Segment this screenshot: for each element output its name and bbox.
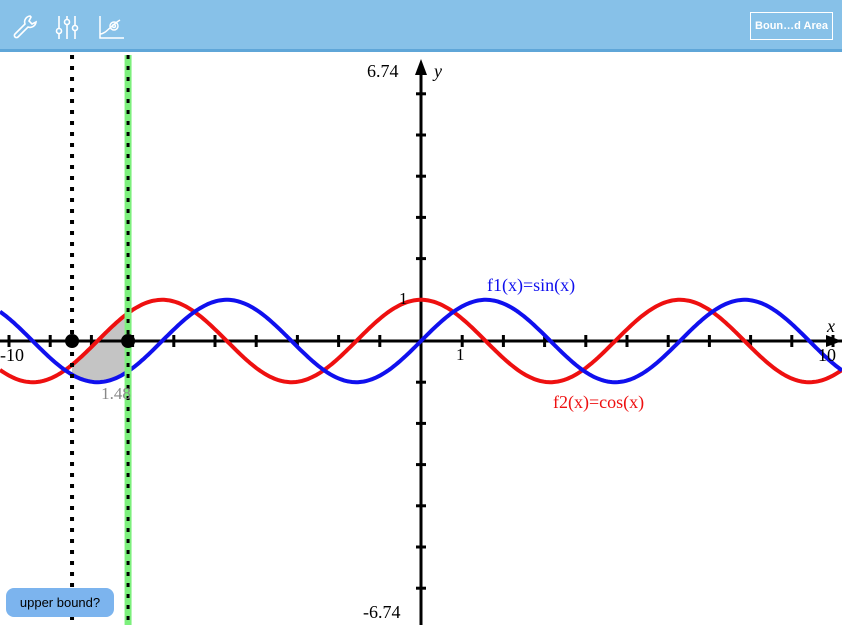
x-unit-label: 1 bbox=[456, 345, 465, 364]
graph-area[interactable]: 1.48 6.74 y -6.74 1 1 -10 10 x f1(x)=sin… bbox=[0, 55, 842, 625]
y-unit-label: 1 bbox=[399, 289, 408, 308]
lower-bound-point[interactable] bbox=[65, 334, 80, 348]
bounded-area-button[interactable]: Boun…d Area bbox=[750, 12, 833, 40]
f1-label[interactable]: f1(x)=sin(x) bbox=[487, 275, 575, 296]
toolbar: Boun…d Area bbox=[0, 0, 842, 52]
bounded-area-shade bbox=[72, 313, 129, 383]
curve-f1[interactable] bbox=[0, 297, 842, 385]
x-max-label: 10 bbox=[818, 345, 836, 365]
area-value-label: 1.48 bbox=[101, 384, 131, 403]
y-max-label: 6.74 bbox=[367, 61, 399, 81]
graph-settings-icon[interactable] bbox=[96, 12, 126, 42]
x-min-label: -10 bbox=[0, 345, 24, 365]
f2-label[interactable]: f2(x)=cos(x) bbox=[553, 392, 644, 413]
upper-bound-point[interactable] bbox=[121, 334, 136, 348]
upper-bound-prompt[interactable]: upper bound? bbox=[6, 588, 114, 617]
y-axis-label: y bbox=[432, 61, 442, 81]
y-min-label: -6.74 bbox=[363, 602, 401, 622]
sliders-icon[interactable] bbox=[53, 12, 83, 42]
wrench-icon[interactable] bbox=[10, 12, 40, 42]
x-axis-label: x bbox=[826, 316, 835, 336]
y-axis-arrow bbox=[415, 59, 427, 75]
curve-f2[interactable] bbox=[0, 297, 842, 385]
